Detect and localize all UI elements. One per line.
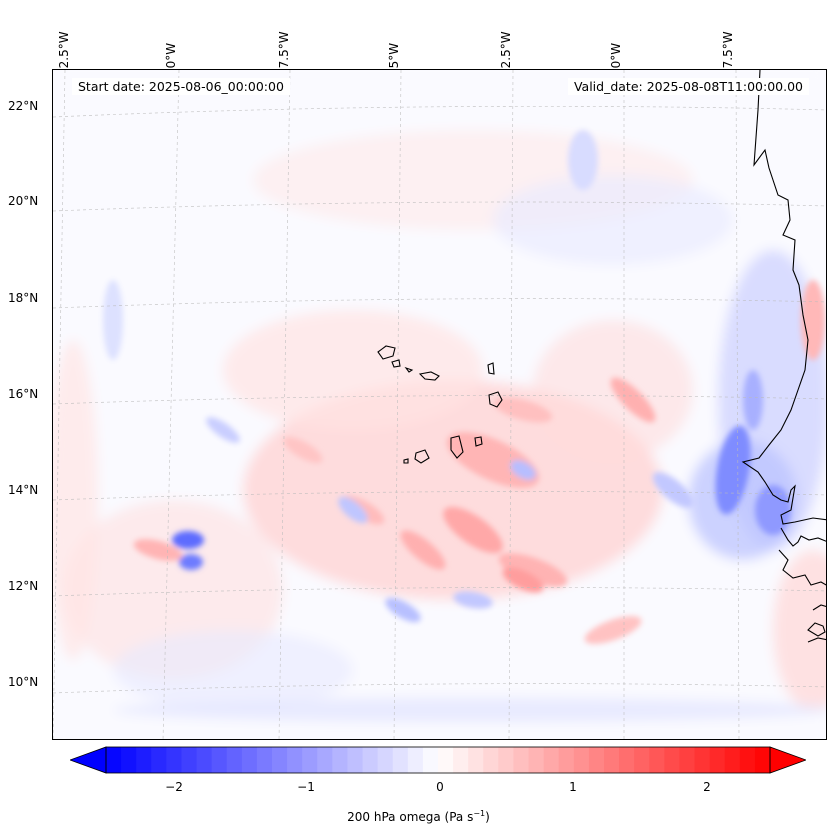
colorbar-segment bbox=[241, 747, 258, 773]
colorbar-segment bbox=[347, 747, 364, 773]
colorbar-segment bbox=[302, 747, 318, 773]
colorbar-low-extend bbox=[70, 746, 107, 774]
coastline bbox=[741, 70, 826, 643]
lat-label-22n: 22°N bbox=[8, 99, 39, 113]
colorbar-segment bbox=[604, 747, 620, 773]
colorbar-segment bbox=[407, 747, 424, 773]
colorbar-segment bbox=[272, 747, 288, 773]
colorbar-segment bbox=[498, 747, 515, 773]
colorbar-label: 200 hPa omega (Pa s−1) bbox=[0, 809, 837, 824]
colorbar-segment bbox=[256, 747, 273, 773]
colorbar-segment bbox=[332, 747, 349, 773]
colorbar-segment bbox=[181, 747, 198, 773]
colorbar-segment bbox=[226, 747, 243, 773]
colorbar-segment bbox=[558, 747, 575, 773]
colorbar-tick-neg2: −2 bbox=[165, 780, 183, 794]
colorbar-segment bbox=[211, 747, 228, 773]
colorbar-segment bbox=[573, 747, 590, 773]
colorbar-segment bbox=[649, 747, 665, 773]
colorbar-segment bbox=[483, 747, 499, 773]
colorbar-segment bbox=[106, 747, 122, 773]
lat-label-10n: 10°N bbox=[8, 675, 39, 689]
colorbar-segment bbox=[438, 747, 454, 773]
colorbar-segment bbox=[317, 747, 333, 773]
colorbar-segment bbox=[709, 747, 726, 773]
colorbar-frame bbox=[105, 746, 771, 774]
colorbar-segment bbox=[513, 747, 530, 773]
lat-label-16n: 16°N bbox=[8, 387, 39, 401]
colorbar-segment bbox=[543, 747, 560, 773]
valid-date-label: Valid_date: 2025-08-08T11:00:00.00 bbox=[567, 78, 809, 95]
colorbar-label-end: ) bbox=[485, 810, 490, 824]
colorbar-tick-0: 0 bbox=[436, 780, 444, 794]
lat-label-18n: 18°N bbox=[8, 291, 39, 305]
colorbar bbox=[70, 746, 806, 774]
colorbar-tick-2: 2 bbox=[703, 780, 711, 794]
colorbar-segment bbox=[468, 747, 484, 773]
lat-label-14n: 14°N bbox=[8, 483, 39, 497]
colorbar-tick-1: 1 bbox=[569, 780, 577, 794]
colorbar-segment bbox=[287, 747, 303, 773]
colorbar-segment bbox=[588, 747, 605, 773]
colorbar-label-main: 200 hPa omega (Pa s bbox=[347, 810, 474, 824]
colorbar-segment bbox=[136, 747, 152, 773]
colorbar-label-sup: −1 bbox=[473, 809, 486, 818]
omega-field-detail bbox=[103, 130, 825, 644]
colorbar-segment bbox=[392, 747, 409, 773]
cape-verde-islands bbox=[377, 345, 503, 464]
colorbar-segment bbox=[196, 747, 213, 773]
colorbar-segment bbox=[166, 747, 183, 773]
colorbar-segment bbox=[679, 747, 696, 773]
colorbar-segment bbox=[151, 747, 167, 773]
omega-field-map bbox=[53, 70, 826, 739]
colorbar-segment bbox=[694, 747, 711, 773]
omega-field-broad bbox=[53, 70, 826, 739]
colorbar-segment bbox=[754, 747, 771, 773]
colorbar-segment bbox=[422, 747, 439, 773]
colorbar-segment bbox=[453, 747, 469, 773]
colorbar-segment bbox=[362, 747, 379, 773]
colorbar-high-extend bbox=[769, 746, 806, 774]
start-date-label: Start date: 2025-08-06_00:00:00 bbox=[72, 78, 290, 95]
map-panel[interactable] bbox=[52, 69, 827, 740]
colorbar-tick-neg1: −1 bbox=[297, 780, 315, 794]
lat-label-12n: 12°N bbox=[8, 579, 39, 593]
colorbar-segment bbox=[634, 747, 650, 773]
colorbar-segment bbox=[724, 747, 741, 773]
map-gridlines bbox=[53, 70, 826, 739]
colorbar-segment bbox=[377, 747, 394, 773]
colorbar-segments bbox=[106, 747, 771, 773]
colorbar-segment bbox=[528, 747, 545, 773]
lat-label-20n: 20°N bbox=[8, 194, 39, 208]
colorbar-segment bbox=[121, 747, 137, 773]
colorbar-segment bbox=[739, 747, 756, 773]
colorbar-segment bbox=[664, 747, 681, 773]
colorbar-segment bbox=[619, 747, 635, 773]
